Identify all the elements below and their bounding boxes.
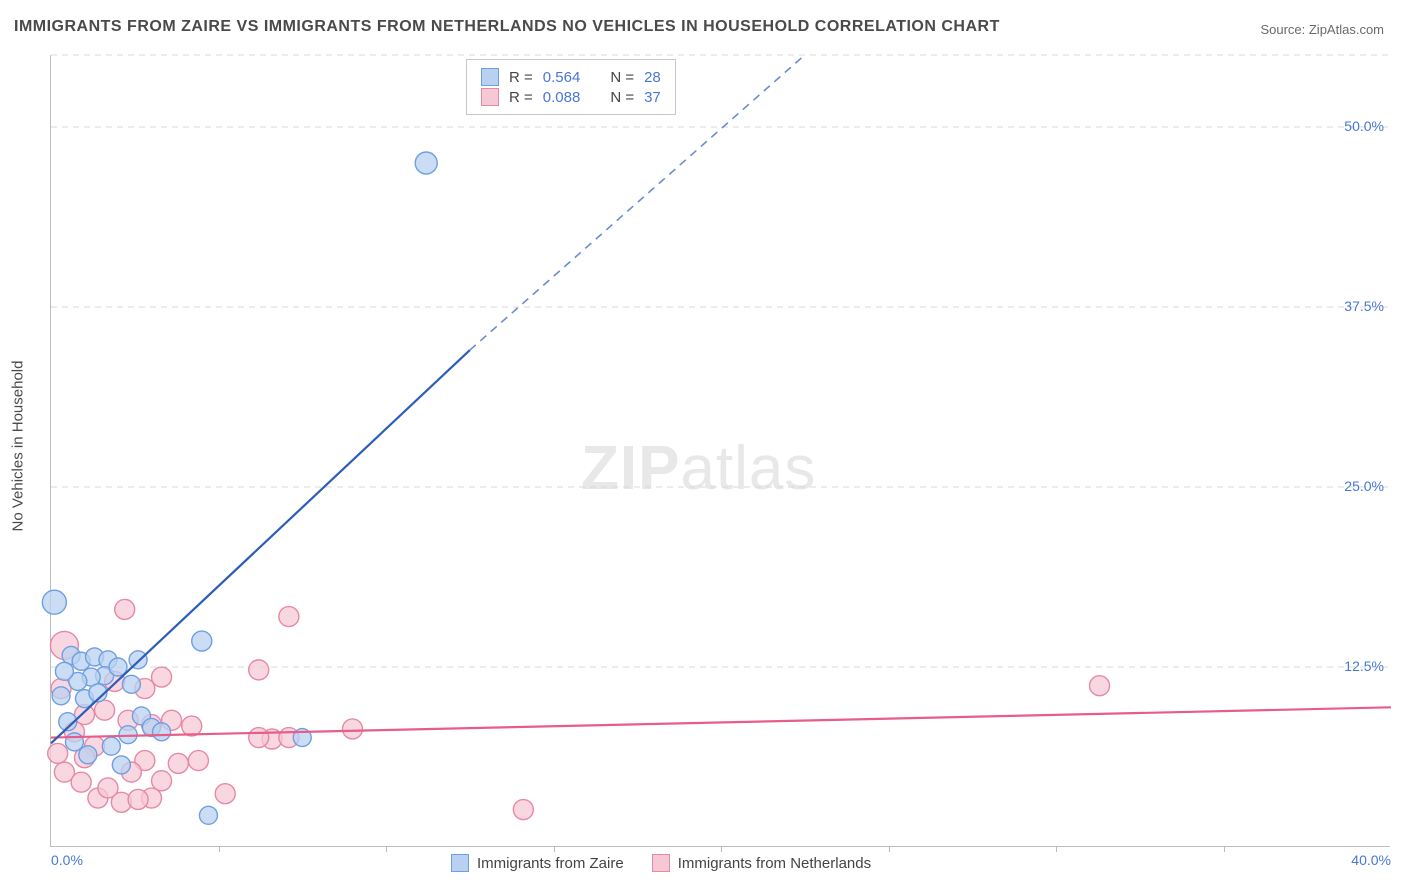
legend-series: Immigrants from Zaire Immigrants from Ne… — [451, 854, 871, 872]
x-tick-label: 40.0% — [1351, 852, 1391, 868]
legend-row-zaire: R = 0.564 N = 28 — [481, 68, 661, 86]
n-label: N = — [610, 69, 634, 86]
x-tick-mark — [219, 846, 220, 852]
r-value: 0.564 — [543, 69, 581, 86]
y-axis-label: No Vehicles in Household — [10, 361, 27, 532]
x-tick-mark — [1056, 846, 1057, 852]
y-tick-label: 37.5% — [1344, 298, 1384, 314]
swatch-zaire-icon — [481, 68, 499, 86]
chart-title: IMMIGRANTS FROM ZAIRE VS IMMIGRANTS FROM… — [14, 18, 1000, 36]
swatch-zaire-icon — [451, 854, 469, 872]
n-value: 28 — [644, 69, 661, 86]
x-tick-mark — [889, 846, 890, 852]
x-tick-label: 0.0% — [51, 852, 83, 868]
regression-lines — [51, 55, 1391, 743]
n-label: N = — [610, 89, 634, 106]
chart-svg — [51, 55, 1391, 847]
legend-correlation: R = 0.564 N = 28 R = 0.088 N = 37 — [466, 59, 676, 115]
legend-row-netherlands: R = 0.088 N = 37 — [481, 88, 661, 106]
source-label: Source: ZipAtlas.com — [1260, 22, 1384, 37]
x-tick-mark — [386, 846, 387, 852]
y-tick-label: 50.0% — [1344, 118, 1384, 134]
legend-item-netherlands: Immigrants from Netherlands — [652, 854, 871, 872]
swatch-netherlands-icon — [652, 854, 670, 872]
scatter-zaire — [42, 152, 437, 824]
swatch-netherlands-icon — [481, 88, 499, 106]
legend-item-zaire: Immigrants from Zaire — [451, 854, 624, 872]
y-tick-label: 12.5% — [1344, 658, 1384, 674]
legend-label-netherlands: Immigrants from Netherlands — [678, 855, 871, 872]
plot-area: ZIPatlas 12.5%25.0%37.5%50.0% 0.0%40.0% … — [50, 55, 1390, 847]
x-tick-mark — [1224, 846, 1225, 852]
y-tick-label: 25.0% — [1344, 478, 1384, 494]
x-tick-mark — [721, 846, 722, 852]
legend-label-zaire: Immigrants from Zaire — [477, 855, 624, 872]
n-value: 37 — [644, 89, 661, 106]
gridlines — [51, 55, 1391, 667]
x-tick-mark — [554, 846, 555, 852]
r-label: R = — [509, 89, 533, 106]
r-value: 0.088 — [543, 89, 581, 106]
r-label: R = — [509, 69, 533, 86]
